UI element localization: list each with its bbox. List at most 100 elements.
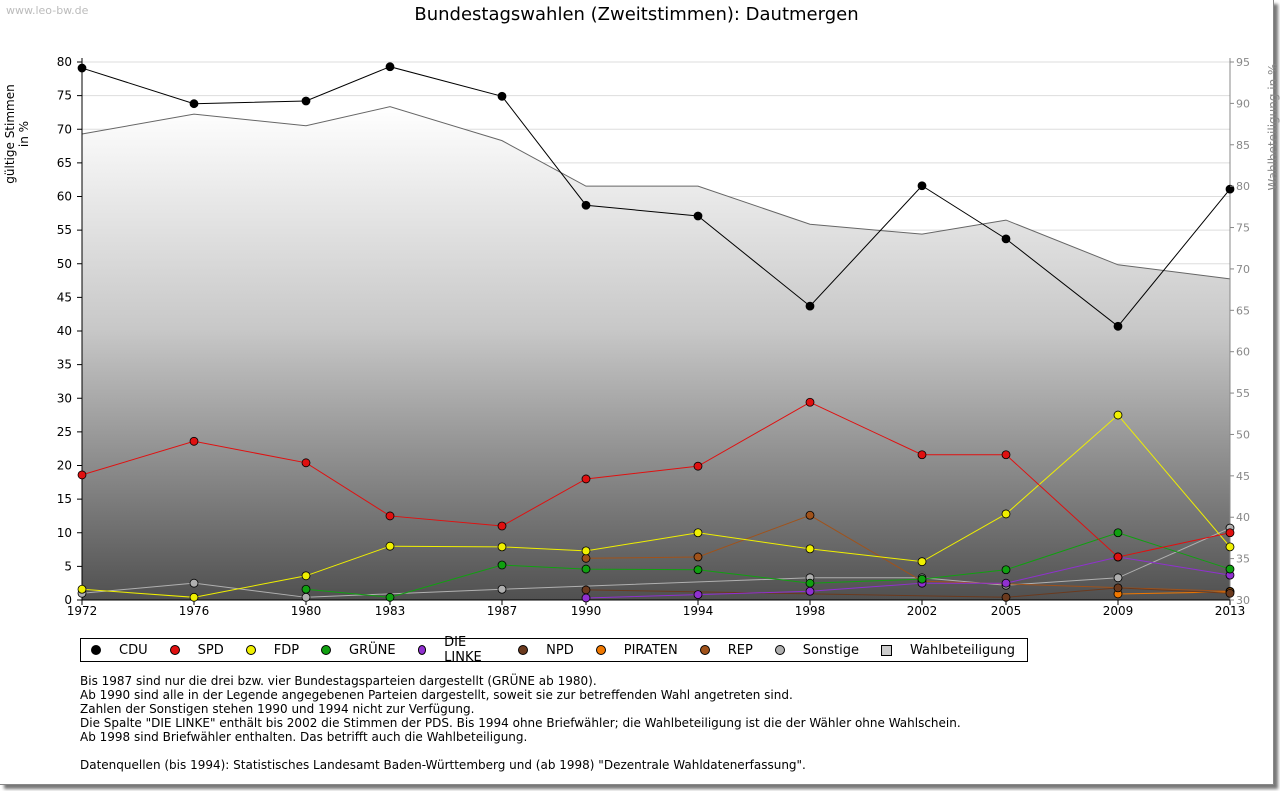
data-point: CDU 1994: 57.1	[693, 211, 703, 221]
series-npd: NPD 1990: 1.5 NPD 2005: 0.4 NPD 2009: 1.8 N…	[581, 583, 1235, 602]
y-right-tick-label: 45	[1236, 470, 1250, 483]
data-point: CDU 1998: 43.7	[805, 301, 815, 311]
data-point: SPD 2005: 21.6	[1001, 450, 1011, 460]
note-line: Datenquellen (bis 1994): Statistisches L…	[80, 758, 806, 772]
y-tick-label: 15	[57, 492, 72, 506]
legend-marker-icon	[321, 645, 332, 655]
legend-label: GRÜNE	[349, 642, 396, 658]
series-line	[305, 532, 1231, 598]
y-tick-label: 5	[64, 559, 72, 573]
data-point: CDU 1983: 79.3	[385, 62, 395, 72]
legend-label: Sonstige	[802, 642, 859, 658]
data-point: FDP 2005: 12.8	[1001, 509, 1011, 519]
data-point: SPD 1994: 19.9	[693, 461, 703, 471]
y-tick-label: 0	[64, 593, 72, 607]
y-right-tick-label: 40	[1236, 511, 1250, 524]
x-tick-label: 1994	[683, 604, 714, 618]
legend-item: DIE LINKE	[417, 635, 497, 665]
x-tick-label: 2002	[907, 604, 938, 618]
legend-marker-icon	[699, 645, 710, 655]
note-line: Die Spalte "DIE LINKE" enthält bis 2002 …	[80, 716, 961, 730]
data-point: DIE LINKE 1994: 0.8	[693, 590, 703, 600]
data-point: FDP 1998: 7.6	[805, 544, 815, 554]
legend-item: PIRATEN	[595, 642, 678, 658]
note-line: Ab 1998 sind Briefwähler enthalten. Das …	[80, 730, 528, 744]
notes: Bis 1987 sind nur die drei bzw. vier Bun…	[80, 674, 961, 772]
data-point: GRÜNE 2002: 3.1	[917, 574, 927, 584]
legend-label: Wahlbeteiligung	[909, 642, 1015, 658]
data-point: SPD 2009: 6.4	[1113, 552, 1123, 562]
legend-label: CDU	[119, 642, 148, 658]
legend-marker-icon	[518, 645, 529, 655]
x-tick-label: 2005	[991, 604, 1022, 618]
legend-label: NPD	[546, 642, 574, 658]
legend-marker-icon	[91, 645, 101, 655]
data-point: SPD 1980: 20.4	[301, 458, 311, 468]
x-tick-label: 1972	[67, 604, 98, 618]
note-line: Bis 1987 sind nur die drei bzw. vier Bun…	[80, 674, 597, 688]
data-point: CDU 1976: 73.8	[189, 99, 199, 109]
y-tick-label: 30	[57, 391, 72, 405]
x-tick-label: 1998	[795, 604, 826, 618]
data-point: REP 1998: 12.6	[805, 510, 815, 520]
legend-marker-icon	[417, 645, 427, 655]
y-tick-label: 20	[57, 459, 72, 473]
data-point: FDP 2009: 27.5	[1113, 410, 1123, 420]
y-tick-label: 65	[57, 156, 72, 170]
note-line: Zahlen der Sonstigen stehen 1990 und 199…	[80, 702, 475, 716]
data-point: FDP 1972: 1.6	[77, 584, 87, 594]
data-point: FDP 1987: 7.9	[497, 542, 507, 552]
y-tick-label: 60	[57, 190, 72, 204]
chart-title: Bundestagswahlen (Zweitstimmen): Dautmer…	[414, 4, 859, 25]
y-right-tick-label: 70	[1236, 263, 1250, 276]
x-tick-label: 2013	[1215, 604, 1246, 618]
legend-label: PIRATEN	[623, 642, 678, 658]
data-point: FDP 1990: 7.3	[581, 546, 591, 556]
legend-marker-icon	[169, 645, 180, 655]
legend-marker-icon	[595, 645, 606, 655]
y-right-tick-label: 65	[1236, 304, 1250, 317]
y-tick-label: 10	[57, 526, 72, 540]
legend-item: Wahlbeteiligung	[880, 642, 1015, 658]
y-right-tick-label: 60	[1236, 346, 1250, 359]
data-point: Sonstige 1976: 2.5	[189, 578, 199, 588]
series-line	[81, 414, 1231, 598]
y-tick-label: 40	[57, 324, 72, 338]
data-point: CDU 1987: 74.9	[497, 91, 507, 101]
data-point: GRÜNE 2005: 4.5	[1001, 565, 1011, 575]
legend: CDU SPD FDP GRÜNE DIE LINKE NPD PIRATEN REP Sons…	[80, 635, 1028, 665]
data-point: CDU 2013: 61.1	[1225, 184, 1235, 194]
y-right-tick-label: 55	[1236, 387, 1250, 400]
data-point: FDP 2002: 5.7	[917, 557, 927, 567]
data-point: CDU 2009: 40.7	[1113, 321, 1123, 331]
data-point: FDP 2013: 7.9	[1225, 542, 1235, 552]
data-point: NPD 2009: 1.8	[1113, 583, 1123, 593]
data-point: SPD 1976: 23.6	[189, 436, 199, 446]
y-tick-label: 80	[57, 55, 72, 69]
data-point: GRÜNE 1990: 4.6	[581, 564, 591, 574]
legend-item: FDP	[245, 642, 300, 658]
y-tick-label: 45	[57, 290, 72, 304]
legend-label: SPD	[197, 642, 224, 658]
legend-label: DIE LINKE	[444, 635, 482, 665]
y-tick-label: 75	[57, 89, 72, 103]
data-point: CDU 1972: 79.1	[77, 63, 87, 73]
legend-label: FDP	[273, 642, 300, 658]
data-point: CDU 2005: 53.7	[1001, 234, 1011, 244]
data-point: Sonstige 1980: 0.4	[301, 592, 311, 602]
y-right-tick-label: 95	[1236, 56, 1250, 69]
y-right-tick-label: 80	[1236, 180, 1250, 193]
note-line	[80, 744, 961, 758]
legend-item: Sonstige	[774, 642, 859, 658]
data-point: Sonstige 1987: 1.6	[497, 584, 507, 594]
data-point: GRÜNE 1987: 5.2	[497, 560, 507, 570]
legend-item: NPD	[518, 643, 574, 658]
data-point: REP 1994: 6.4	[693, 552, 703, 562]
data-point: NPD 2005: 0.4	[1001, 592, 1011, 602]
data-point: REP 1990: 6.2	[581, 553, 591, 563]
legend-marker-icon	[880, 644, 892, 656]
data-point: SPD 1972: 18.6	[77, 470, 87, 480]
watermark: www.leo-bw.de	[6, 4, 89, 17]
series-line	[81, 66, 1231, 327]
data-point: DIE LINKE 1998: 1.3	[805, 586, 815, 596]
